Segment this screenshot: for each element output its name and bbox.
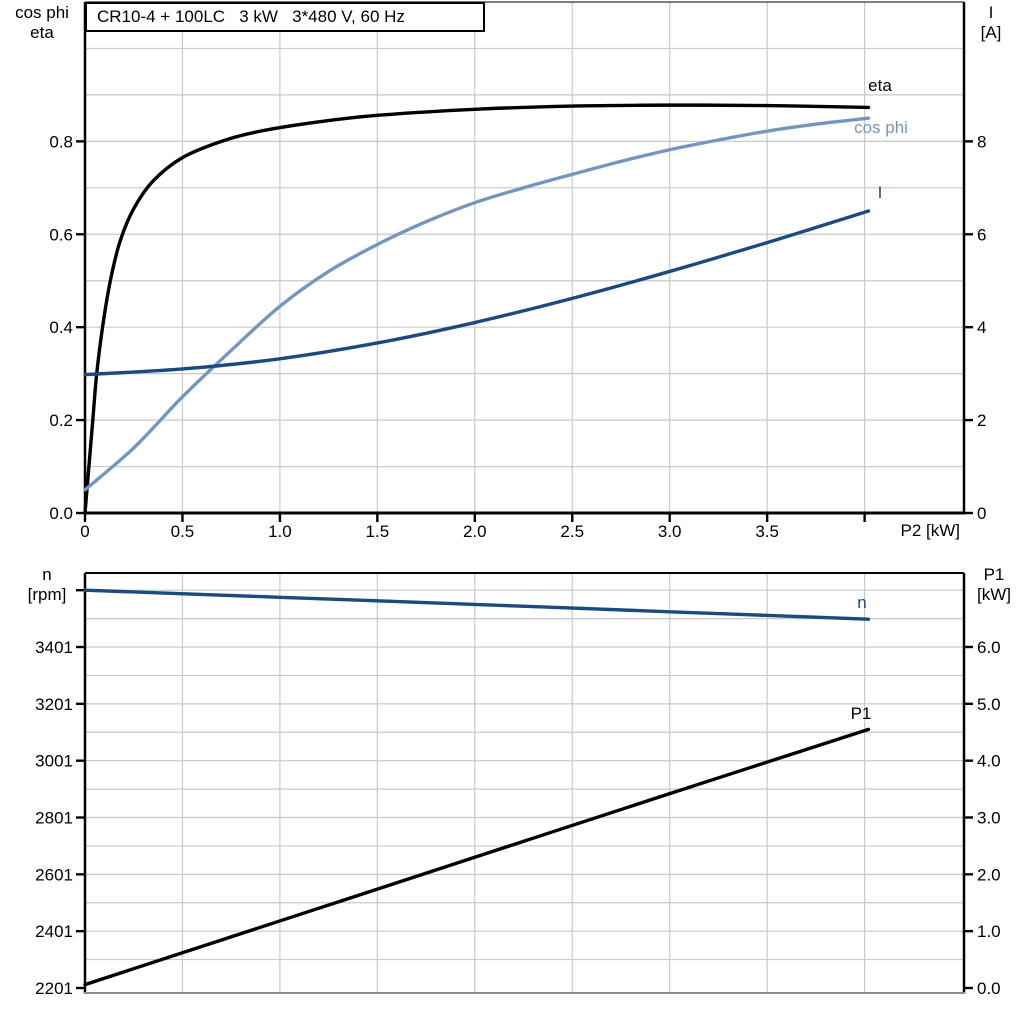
power-axis-title-line2: [kW] (977, 585, 1011, 604)
left-tick-label: 0.6 (49, 225, 73, 244)
cos-phi-curve-label: cos phi (854, 118, 908, 137)
right-tick-label: 8 (977, 132, 986, 151)
right-tick-label: 4 (977, 318, 986, 337)
speed-axis-title-line2: [rpm] (27, 585, 67, 604)
x-axis-label: P2 [kW] (900, 521, 960, 540)
x-tick-label: 0 (80, 522, 89, 541)
left-tick-label: 2801 (35, 809, 73, 828)
left-tick-label: 3401 (35, 638, 73, 657)
x-tick-label: 0.5 (171, 522, 195, 541)
speed-axis-title-line1: n (42, 565, 52, 584)
right-tick-label: 2.0 (977, 865, 1001, 884)
left-axis-title-line2: eta (30, 23, 54, 42)
power-axis-title-line1: P1 (983, 565, 1005, 584)
right-axis-title-line1: I (988, 3, 994, 22)
eta-curve-label: eta (868, 76, 892, 95)
x-tick-label: 2.0 (463, 522, 487, 541)
chart-title-box: CR10-4 + 100LC 3 kW 3*480 V, 60 Hz (85, 2, 485, 32)
left-tick-label: 0.4 (49, 318, 73, 337)
right-tick-label: 1.0 (977, 922, 1001, 941)
right-axis-title-line2: [A] (980, 23, 1002, 42)
right-tick-label: 0 (977, 504, 986, 523)
curve-eta (83, 103, 871, 515)
bottom-left-axis-title: n [rpm] (4, 565, 90, 605)
left-tick-label: 0.2 (49, 411, 73, 430)
right-tick-label: 6.0 (977, 638, 1001, 657)
left-tick-label: 2201 (35, 979, 73, 998)
x-tick-label: 3.0 (658, 522, 682, 541)
curve-n (83, 588, 871, 621)
current-curve-label: I (877, 183, 883, 202)
top-left-axis-title: cos phi eta (0, 3, 84, 43)
curve-P1 (83, 727, 871, 987)
x-tick-label: 1.5 (366, 522, 390, 541)
left-axis-title-line1: cos phi (15, 3, 69, 22)
right-tick-label: 4.0 (977, 752, 1001, 771)
x-tick-label: 3.5 (755, 522, 779, 541)
right-tick-label: 6 (977, 225, 986, 244)
left-tick-label: 0.8 (49, 132, 73, 151)
right-tick-label: 0.0 (977, 979, 1001, 998)
chart-title: CR10-4 + 100LC 3 kW 3*480 V, 60 Hz (97, 7, 405, 26)
x-tick-label: 2.5 (560, 522, 584, 541)
power-curve-label: P1 (850, 704, 872, 723)
left-tick-label: 0.0 (49, 504, 73, 523)
x-tick-label: 1.0 (268, 522, 292, 541)
right-tick-label: 3.0 (977, 808, 1001, 827)
right-tick-label: 5.0 (977, 695, 1001, 714)
curve-cos-phi (83, 116, 871, 492)
bottom-right-axis-title: P1 [kW] (964, 565, 1024, 605)
speed-curve-label: n (857, 593, 867, 612)
top-right-axis-title: I [A] (966, 3, 1016, 43)
curve-I (83, 209, 871, 377)
left-tick-label: 3201 (35, 695, 73, 714)
left-tick-label: 3001 (35, 752, 73, 771)
left-tick-label: 2601 (35, 865, 73, 884)
left-tick-label: 2401 (35, 922, 73, 941)
right-tick-label: 2 (977, 411, 986, 430)
